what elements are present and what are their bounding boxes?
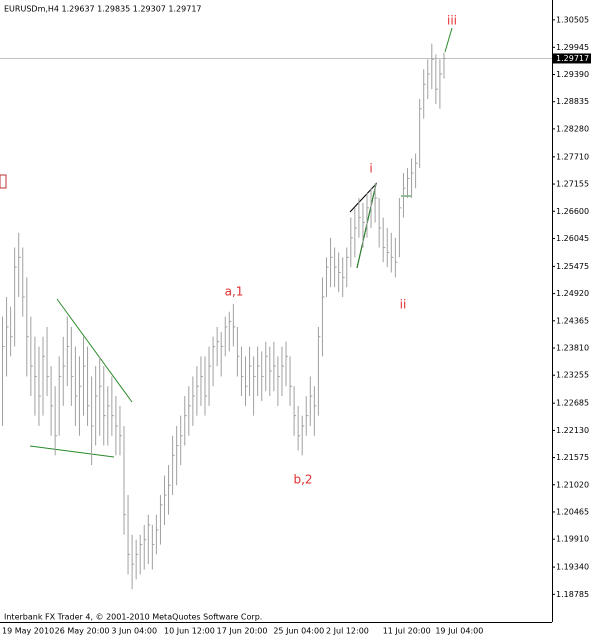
annotation: ii [400,298,407,312]
current-price-label: 1.29717 [556,54,589,63]
x-tick-label: 3 Jun 04:00 [111,627,157,636]
y-tick-label: 1.26600 [556,207,589,216]
x-tick-label: 25 Jun 04:00 [273,627,324,636]
chart-title: EURUSDm,H4 1.29637 1.29835 1.29307 1.297… [4,5,202,14]
y-tick-label: 1.21020 [556,480,589,489]
y-tick-label: 1.27155 [556,180,589,189]
x-tick-label: 26 May 20:00 [55,627,110,636]
y-tick-label: 1.20465 [556,507,589,516]
y-tick-label: 1.29390 [556,70,589,79]
annotation: b,2 [293,473,312,487]
x-tick-label: 11 Jul 20:00 [383,627,431,636]
object-box [0,174,7,189]
y-tick-label: 1.18785 [556,590,589,599]
y-tick-label: 1.19340 [556,563,589,572]
y-tick-label: 1.21575 [556,453,589,462]
trendline [444,27,453,53]
y-tick-label: 1.22130 [556,426,589,435]
y-tick-label: 1.27710 [556,152,589,161]
trendline [29,445,115,458]
y-tick-label: 1.29945 [556,43,589,52]
annotation: iii [447,14,457,28]
y-tick-label: 1.30505 [556,15,589,24]
x-tick-label: 19 Jul 04:00 [435,627,483,636]
current-price-box [553,53,591,64]
y-tick-label: 1.22685 [556,399,589,408]
y-tick-label: 1.28280 [556,124,589,133]
y-tick-label: 1.24920 [556,289,589,298]
x-tick-label: 2 Jul 12:00 [326,627,369,636]
annotation: i [369,162,372,176]
x-tick-label: 19 May 2010 [2,627,54,636]
annotation: a,1 [225,285,244,299]
x-tick-label: 10 Jun 12:00 [164,627,215,636]
y-tick-label: 1.28835 [556,97,589,106]
x-tick-label: 17 Jun 20:00 [217,627,268,636]
y-tick-label: 1.23255 [556,371,589,380]
y-tick-label: 1.19910 [556,535,589,544]
y-tick-label: 1.23810 [556,344,589,353]
footer: Interbank FX Trader 4, © 2001-2010 MetaQ… [4,613,262,622]
trendline [56,298,133,403]
y-tick-label: 1.25475 [556,262,589,271]
y-tick-label: 1.24365 [556,316,589,325]
y-tick-label: 1.26045 [556,234,589,243]
